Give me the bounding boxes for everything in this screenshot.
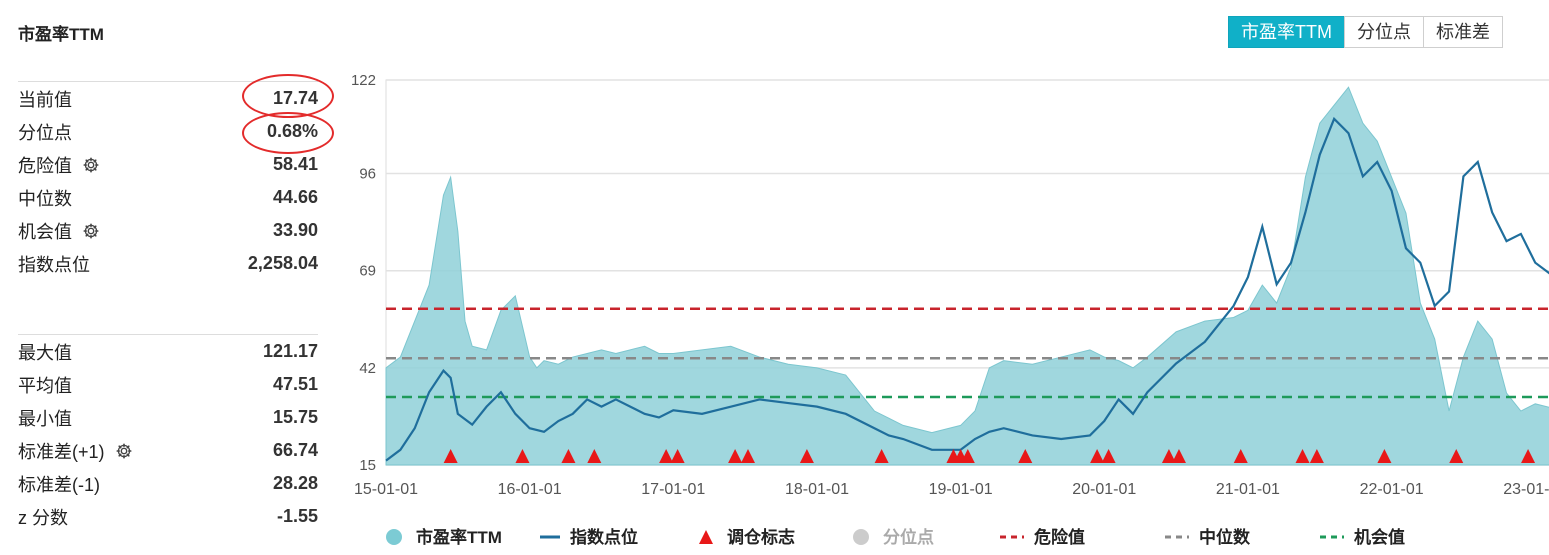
series-index-line [385,116,1549,462]
stat-label: 平均值 [18,375,72,396]
legend-label: 市盈率TTM [416,527,502,547]
stat-value: 33.90 [272,220,318,240]
y-left-tick-label: 69 [359,263,376,280]
legend-label: 机会值 [1354,527,1405,547]
legend-swatch [699,530,713,544]
legend-label: 中位数 [1199,527,1251,547]
x-tick-label: 15-01-01 [354,481,418,498]
legend-item[interactable]: 危险值 [1000,527,1085,547]
rebalance-marker [659,449,674,463]
legend-swatch [853,529,869,545]
rebalance-marker [1295,449,1310,463]
rebalance-marker [1449,449,1464,463]
rebalance-marker [1090,449,1105,463]
stat-value: 47.51 [272,374,318,394]
stat-label: 最小值 [18,408,72,429]
stat-value: 44.66 [272,187,318,207]
stat-value: 66.74 [272,440,318,460]
stat-label: 危险值 [18,152,100,178]
stat-label: 指数点位 [18,254,90,275]
x-tick-label: 23-01-01 [1503,481,1549,498]
rebalance-marker [960,449,975,463]
stat-row: 危险值 58.41 [18,148,318,181]
stat-label: 分位点 [18,122,72,143]
highlight-ring-percentile [242,112,334,154]
x-tick-label: 22-01-01 [1360,481,1424,498]
stat-value: 15.75 [272,407,318,427]
stat-value: -1.55 [276,506,318,526]
rebalance-marker [1018,449,1033,463]
stat-row: 机会值 33.90 [18,214,318,247]
x-tick-label: 18-01-01 [785,481,849,498]
rebalance-marker [1101,449,1116,463]
legend-label: 分位点 [883,527,934,547]
stat-label: 标准差(+1) [18,438,133,464]
stat-row: 标准差(-1) 28.28 [18,467,318,500]
stat-row: 标准差(+1) 66.74 [18,434,318,467]
rebalance-marker [1161,449,1176,463]
stat-label: 标准差(-1) [18,474,100,495]
legend-label: 指数点位 [570,527,638,547]
y-left-tick-label: 15 [359,457,376,474]
rebalance-marker [1309,449,1324,463]
stat-row: 最大值 121.17 [18,335,318,368]
rebalance-marker [1377,449,1392,463]
stat-value: 2,258.04 [247,253,318,273]
rebalance-marker [587,449,602,463]
page-title: 市盈率TTM [18,25,104,44]
rebalance-marker [728,449,743,463]
legend-item[interactable]: 调仓标志 [699,527,795,547]
rebalance-marker [799,449,814,463]
gear-icon[interactable] [82,222,100,240]
legend-item[interactable]: 中位数 [1165,527,1251,547]
gear-icon[interactable] [115,442,133,460]
x-tick-label: 16-01-01 [498,481,562,498]
stat-label: 中位数 [18,188,72,209]
y-left-tick-label: 122 [351,72,376,89]
stat-row: 最小值 15.75 [18,401,318,434]
series-pe-area [385,86,1549,466]
rebalance-marker [874,449,889,463]
x-tick-label: 21-01-01 [1216,481,1280,498]
stat-label: z 分数 [18,507,69,528]
x-tick-label: 19-01-01 [929,481,993,498]
metric-tabs: 市盈率TTM 分位点 标准差 [1228,16,1503,48]
stat-label: 最大值 [18,342,72,363]
rebalance-marker [1171,449,1186,463]
stat-value: 121.17 [262,341,318,361]
stat-label: 机会值 [18,218,100,244]
rebalance-marker [561,449,576,463]
y-left-tick-label: 42 [359,360,376,377]
rebalance-marker [741,449,756,463]
stat-row: 指数点位 2,258.04 [18,247,318,280]
stat-value: 28.28 [272,473,318,493]
x-tick-label: 17-01-01 [641,481,705,498]
stat-row: z 分数 -1.55 [18,500,318,533]
rebalance-marker [1233,449,1248,463]
stats-history-panel: 最大值 121.17 平均值 47.51 最小值 15.75 标准差(+1) 66.74 标准差… [18,334,318,533]
legend-item[interactable]: 指数点位 [540,527,638,547]
rebalance-marker [670,449,685,463]
rebalance-marker [443,449,458,463]
legend-label: 危险值 [1033,527,1085,547]
y-left-tick-label: 96 [359,166,376,183]
legend-label: 调仓标志 [727,527,795,547]
legend-item[interactable]: 市盈率TTM [386,527,502,547]
rebalance-marker [1521,449,1536,463]
legend-item[interactable]: 分位点 [853,527,934,547]
legend-item[interactable]: 机会值 [1320,527,1405,547]
gear-icon[interactable] [82,156,100,174]
legend-swatch [386,529,402,545]
stat-row: 平均值 47.51 [18,368,318,401]
x-tick-label: 20-01-01 [1072,481,1136,498]
stat-value: 58.41 [272,154,318,174]
rebalance-marker [515,449,530,463]
stat-label: 当前值 [18,89,72,110]
stat-row: 中位数 44.66 [18,181,318,214]
tab-std-dev[interactable]: 标准差 [1422,16,1503,48]
